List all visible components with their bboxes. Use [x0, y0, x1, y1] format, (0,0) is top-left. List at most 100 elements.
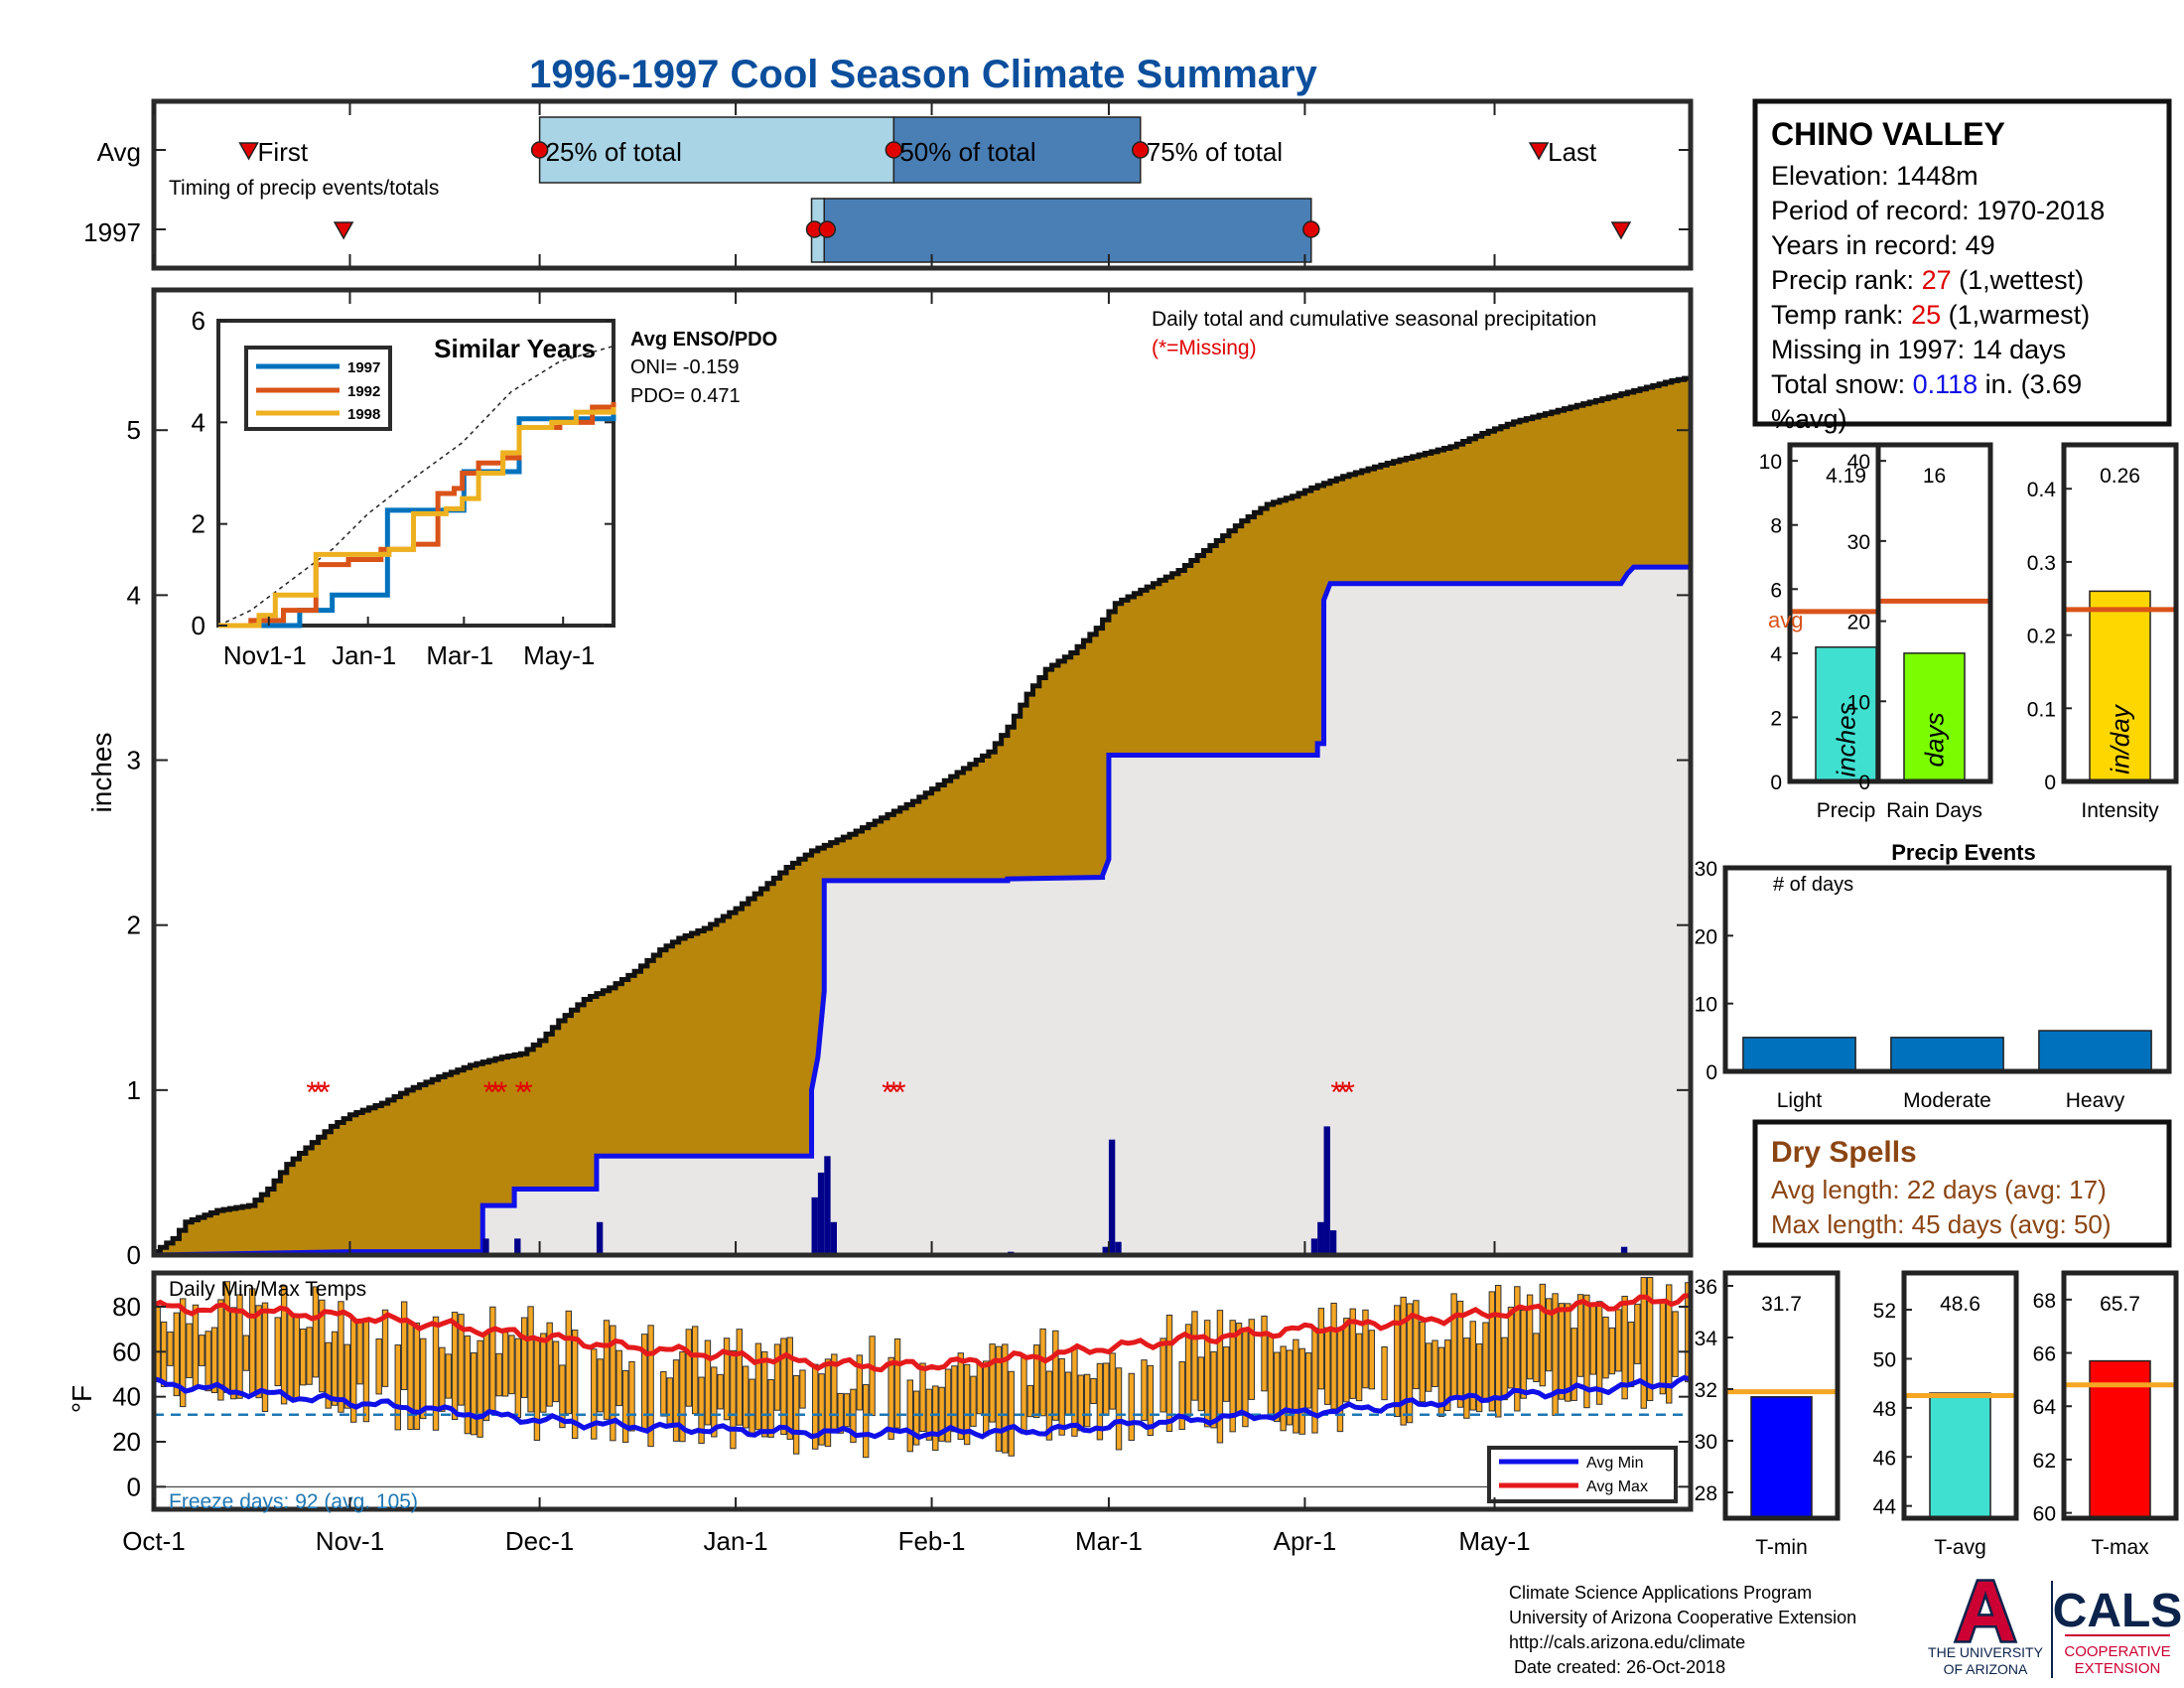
- tmax-panel: 60 62 64 66 68 65.7 T-max: [2033, 1270, 2179, 1559]
- x-axis-label-2: Dec-1: [505, 1526, 574, 1556]
- daily-temp-bar-49: [464, 1335, 472, 1435]
- daily-temp-bar-170: [1229, 1320, 1236, 1433]
- tmin-panel-tick-label-1: 30: [1695, 1431, 1717, 1454]
- cals-text: CALS: [2053, 1585, 2183, 1637]
- daily-temp-bar-111: [856, 1354, 864, 1411]
- precip-events-bar-light: [1742, 1037, 1856, 1072]
- precip-total-panel-tick-label-0: 0: [1770, 772, 1782, 794]
- temp-frame: [151, 1270, 1694, 1512]
- inset-legend-1992: 1992: [347, 383, 380, 400]
- daily-temp-bar-5: [186, 1323, 193, 1379]
- precip-total-panel-value-label: 4.19: [1826, 465, 1866, 488]
- daily-temp-bar-185: [1324, 1327, 1331, 1405]
- tavg-panel-tick-label-2: 48: [1873, 1398, 1896, 1421]
- precip-ytick-label-5: 5: [127, 415, 141, 445]
- daily-temp-bar-142: [1052, 1330, 1059, 1421]
- daily-temp-bar-20: [280, 1285, 288, 1405]
- temperature-summary-bars: 28 30 32 34 36 31.7 T-min 44 46 48 50 52 48.6 T-avg 60…: [1695, 1270, 2179, 1559]
- daily-temp-bar-85: [691, 1326, 699, 1415]
- daily-temp-bar-219: [1539, 1283, 1547, 1387]
- daily-temp-bar-182: [1304, 1352, 1312, 1409]
- daily-precip-bar-12: [1310, 1238, 1318, 1255]
- precip-missing-note: (*=Missing): [1152, 337, 1257, 359]
- timing-year-box-q50-q75: [823, 198, 1312, 263]
- daily-temp-bar-53: [489, 1306, 496, 1415]
- footer-line-3: http://cals.arizona.edu/climate: [1509, 1632, 1745, 1652]
- daily-temp-bar-117: [893, 1337, 901, 1429]
- daily-temp-bar-217: [1526, 1294, 1534, 1380]
- daily-temp-bar-184: [1317, 1308, 1325, 1390]
- daily-temp-bar-133: [995, 1345, 1003, 1452]
- inset-legend-1998: 1998: [347, 406, 380, 423]
- precip-total-panel-unit-label: inches: [1832, 702, 1861, 776]
- daily-temp-bar-41: [413, 1322, 421, 1431]
- footer-line-4: Date created: 26-Oct-2018: [1509, 1657, 1725, 1677]
- daily-temp-bar-143: [1058, 1357, 1065, 1436]
- daily-temp-bar-222: [1558, 1303, 1566, 1400]
- intensity-panel-frame: [2061, 442, 2179, 784]
- station-line-2: Years in record: 49: [1771, 230, 1995, 260]
- precip-ylabel: inches: [86, 733, 117, 813]
- daily-temp-bar-231: [1615, 1309, 1622, 1372]
- daily-temp-bar-66: [571, 1330, 579, 1440]
- daily-temp-bar-6: [192, 1304, 200, 1388]
- missing-day-marker-13: *: [1343, 1076, 1355, 1109]
- daily-temp-bar-132: [989, 1343, 996, 1423]
- daily-temp-bar-181: [1298, 1347, 1305, 1435]
- timing-content: First 25% of total 50% of total 75% of tota…: [153, 103, 1691, 266]
- inset-series-line-1992: [218, 401, 616, 629]
- temp-ytick-label-3: 60: [112, 1336, 141, 1366]
- daily-temp-bar-94: [749, 1378, 755, 1437]
- dry-spells-avg: Avg length: 22 days (avg: 17): [1771, 1175, 2107, 1204]
- daily-temp-bar-139: [1032, 1344, 1040, 1419]
- daily-temp-bar-135: [1008, 1370, 1015, 1457]
- daily-temp-bar-223: [1565, 1303, 1571, 1402]
- daily-temp-bar-200: [1419, 1321, 1426, 1403]
- daily-temp-bar-13: [236, 1294, 243, 1399]
- daily-temp-bar-25: [312, 1286, 320, 1378]
- daily-temp-bar-202: [1432, 1339, 1438, 1387]
- daily-temp-bar-134: [1002, 1343, 1009, 1454]
- daily-temp-bar-229: [1602, 1316, 1609, 1379]
- daily-temp-bar-177: [1274, 1351, 1281, 1423]
- inset-ytick-label-3: 6: [192, 306, 205, 336]
- daily-temp-bar-211: [1488, 1291, 1496, 1412]
- dry-spells-frame: [1752, 1119, 2172, 1248]
- precip-events-tick-label-3: 30: [1695, 858, 1717, 881]
- daily-temp-bar-109: [843, 1393, 851, 1428]
- daily-temp-bar-225: [1576, 1294, 1584, 1377]
- station-line-4: Temp rank: 25 (1,warmest): [1771, 300, 2090, 330]
- daily-temp-bar-1: [160, 1321, 168, 1388]
- station-line-4-label: Temp rank:: [1771, 300, 1911, 330]
- daily-temp-bar-84: [685, 1329, 693, 1407]
- rain-days-panel-category-label: Rain Days: [1886, 799, 1982, 822]
- rain-days-panel: 0 10 20 30 40 16 Rain Days days: [1847, 442, 1993, 822]
- daily-precip-bar-2: [514, 1238, 521, 1255]
- tavg-panel-frame: [1901, 1270, 2019, 1521]
- precip-events-tick-label-0: 0: [1706, 1061, 1717, 1084]
- temp-legend-max: Avg Max: [1586, 1478, 1648, 1495]
- timing-avg-first-marker: [238, 142, 259, 161]
- inset-legend-1997: 1997: [347, 359, 380, 376]
- daily-temp-bar-19: [274, 1317, 281, 1387]
- daily-temp-bar-194: [1381, 1345, 1388, 1401]
- timing-avg-q50-marker: [885, 141, 903, 159]
- daily-temp-bar-58: [520, 1317, 528, 1398]
- precip-ytick-label-2: 2: [127, 911, 141, 940]
- timing-caption: Timing of precip events/totals: [169, 177, 439, 200]
- daily-temp-bar-120: [912, 1390, 920, 1446]
- daily-temp-bar-96: [761, 1350, 768, 1438]
- daily-temp-bar-50: [471, 1351, 478, 1436]
- precip-total-panel-tick-label-5: 10: [1759, 451, 1782, 474]
- station-line-6-label: Total snow:: [1771, 369, 1913, 399]
- avg-min-temp-line: [153, 1374, 1692, 1441]
- daily-precip-bar-5: [817, 1172, 825, 1255]
- tmin-panel-category-label: T-min: [1755, 1536, 1808, 1559]
- tavg-panel-category-label: T-avg: [1934, 1536, 1986, 1559]
- daily-temp-bar-204: [1444, 1339, 1451, 1411]
- daily-temp-bar-163: [1184, 1324, 1192, 1417]
- station-name: CHINO VALLEY: [1771, 116, 2005, 152]
- daily-temp-bar-147: [1083, 1373, 1091, 1428]
- daily-temp-bar-17: [261, 1302, 269, 1412]
- daily-precip-bar-6: [824, 1156, 831, 1255]
